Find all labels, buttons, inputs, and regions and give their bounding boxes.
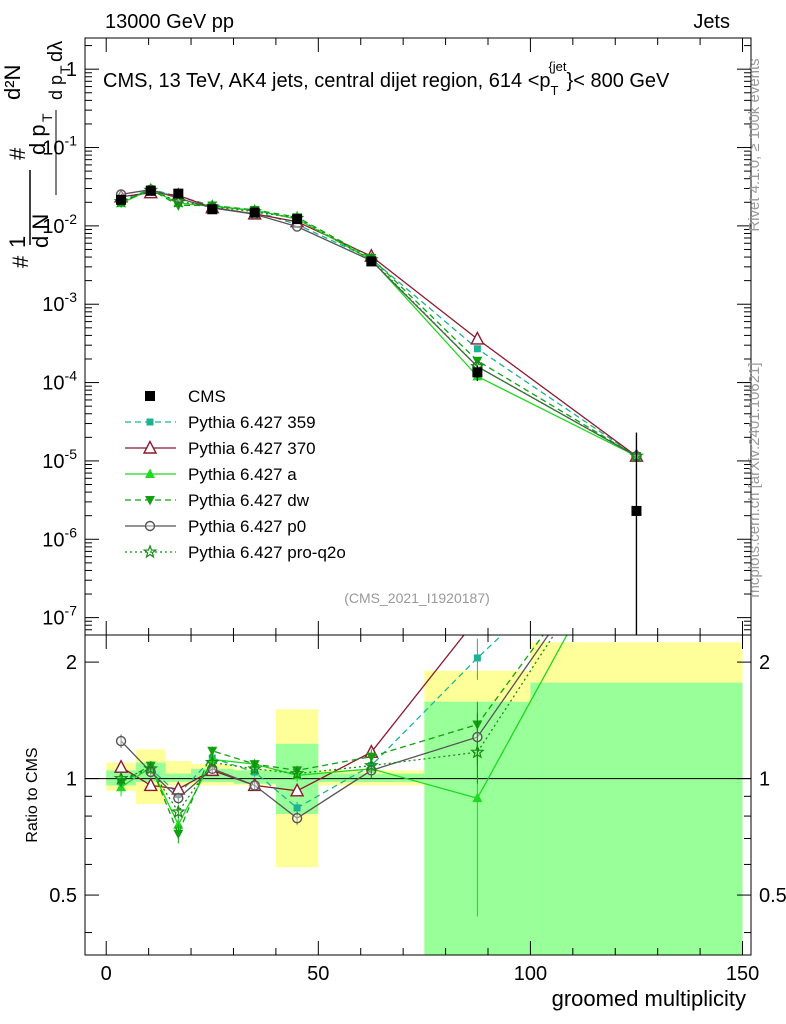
main-frame: [84, 37, 752, 636]
ratio-band-green: [165, 773, 192, 782]
ratio-point: [291, 812, 303, 824]
legend-marker: [142, 439, 158, 454]
series-point: [470, 330, 485, 345]
y-tick-label-ratio-right: 0.5: [759, 885, 786, 907]
x-axis-label: groomed multiplicity: [552, 986, 746, 1011]
ylabel-main: # 1 d N # d p T d²N d p T dλ: [0, 41, 73, 268]
svg-text:d²N: d²N: [0, 65, 25, 100]
legend-label: Pythia 6.427 359: [188, 413, 316, 432]
legend-label: Pythia 6.427 a: [188, 465, 297, 484]
series-line: [120, 189, 637, 457]
chart-title: CMS, 13 TeV, AK4 jets, central dijet reg…: [103, 59, 670, 98]
svg-text:T: T: [57, 65, 73, 74]
y-tick-label-main: 10-2: [42, 211, 77, 238]
svg-text:d N: d N: [28, 214, 53, 248]
x-tick-label: 0: [101, 963, 112, 985]
series-point: [170, 193, 186, 208]
ratio-series-5: [113, 635, 555, 819]
ratio-point: [473, 654, 481, 662]
legend-marker: [144, 520, 156, 532]
ratio-point: [173, 829, 184, 840]
legend-marker: [145, 496, 155, 506]
ratio-point: [204, 754, 220, 769]
ratio-band-green: [530, 682, 743, 955]
svg-text:d p: d p: [25, 124, 50, 155]
x-tick-label: 150: [726, 963, 759, 985]
ratio-point: [115, 735, 127, 747]
cms-point: [173, 188, 184, 199]
ratio-band-green: [233, 770, 276, 784]
legend-label: Pythia 6.427 370: [188, 439, 316, 458]
ratio-point: [143, 761, 159, 776]
cms-point: [207, 204, 218, 215]
y-tick-label-main: 1: [66, 59, 77, 81]
ratio-point: [289, 782, 305, 797]
ratio-panel: 0 50 100 150 0.5 0.5 1 1 2 2 Ratio to CMS: [24, 612, 786, 985]
legend-label: Pythia 6.427 p0: [188, 517, 306, 536]
ratio-point: [363, 757, 379, 772]
ratio-frame: [84, 634, 752, 956]
y-tick-label-ratio: 1: [66, 769, 77, 791]
svg-text:T: T: [39, 113, 55, 122]
y-tick-label-ratio-right: 1: [759, 769, 770, 791]
ylabel-ratio: Ratio to CMS: [24, 747, 41, 842]
ratio-point: [249, 780, 260, 791]
legend: CMS Pythia 6.427 359 Pythia 6.427 370 Pythi…: [125, 387, 346, 562]
ratio-point: [247, 761, 263, 775]
ratio-point: [143, 777, 158, 792]
y-tick-label-ratio: 2: [66, 652, 77, 674]
x-tick-label: 100: [514, 963, 547, 985]
side-label-rivet: Rivet 4.1.0, ≥ 100k events: [746, 58, 763, 231]
ratio-point: [170, 804, 186, 819]
series-line: [120, 188, 637, 457]
svg-text:d p: d p: [46, 75, 66, 100]
ratio-point: [471, 612, 483, 624]
y-tick-label-main: 10-7: [42, 603, 77, 630]
y-tick-label-main: 10-6: [42, 524, 77, 551]
series-point: [473, 345, 481, 353]
svg-text:dλ: dλ: [45, 41, 67, 62]
side-label-mcplots: mcplots.cern.ch [arXiv:2401.10621]: [746, 362, 763, 597]
ratio-point: [293, 804, 301, 812]
svg-text:#: #: [5, 147, 30, 160]
main-panel: 1 10-1 10-2 10-3 10-4 10-5 10-6 10-7 CMS, 13 Te…: [42, 37, 752, 636]
ratio-point: [113, 770, 129, 785]
legend-label-cms: CMS: [188, 387, 226, 406]
legend-marker: [145, 468, 155, 478]
legend-label: Pythia 6.427 dw: [188, 491, 310, 510]
svg-text:1: 1: [5, 236, 30, 248]
header-left: 13000 GeV pp: [105, 11, 234, 33]
header-right: Jets: [693, 11, 730, 33]
y-tick-label-ratio-right: 2: [759, 652, 770, 674]
svg-text:#: #: [8, 255, 33, 268]
cms-point: [145, 185, 156, 196]
ratio-point: [207, 746, 218, 757]
y-tick-label-main: 10-5: [42, 446, 77, 473]
ratio-point: [366, 752, 377, 763]
legend-marker: [142, 544, 158, 559]
ratio-point: [173, 792, 184, 804]
cms-data: [116, 185, 642, 635]
y-tick-label-main: 10-1: [42, 133, 77, 160]
y-tick-label-main: 10-3: [42, 289, 77, 316]
cms-point: [292, 214, 303, 225]
cms-point: [366, 256, 377, 267]
legend-label: Pythia 6.427 pro-q2o: [188, 543, 346, 562]
cms-point: [116, 194, 127, 205]
cms-point: [249, 207, 260, 218]
y-tick-label-ratio: 0.5: [49, 885, 77, 907]
legend-marker: [146, 418, 154, 426]
cms-point: [472, 367, 483, 378]
ratio-point: [472, 792, 483, 803]
ratio-point: [289, 765, 305, 780]
x-tick-label: 50: [307, 963, 329, 985]
analysis-tag: (CMS_2021_I1920187): [344, 590, 490, 606]
legend-marker-cms: [145, 391, 155, 401]
ratio-point: [470, 744, 485, 759]
y-tick-label-main: 10-4: [42, 368, 77, 395]
